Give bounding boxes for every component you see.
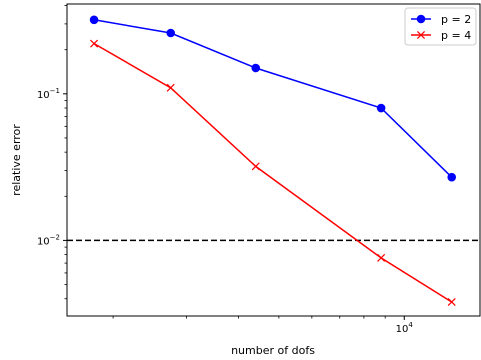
y-axis-label: relative error bbox=[10, 124, 23, 196]
legend-label: p = 4 bbox=[441, 29, 471, 42]
data-point bbox=[166, 83, 175, 92]
series-layer bbox=[89, 15, 457, 307]
data-point bbox=[89, 15, 99, 25]
x-tick-label: 104 bbox=[396, 321, 414, 335]
major-ticks: 104 10−1 10−2 bbox=[37, 87, 413, 335]
data-point bbox=[447, 172, 457, 182]
legend-marker bbox=[416, 30, 426, 40]
plot-frame bbox=[66, 3, 481, 317]
data-point bbox=[166, 28, 176, 38]
data-point bbox=[447, 297, 456, 307]
data-point bbox=[377, 253, 386, 262]
legend: p = 2 p = 4 bbox=[404, 7, 477, 46]
plot-area bbox=[67, 4, 480, 316]
series-2 bbox=[90, 39, 456, 307]
legend-label: p = 2 bbox=[441, 13, 471, 26]
data-point bbox=[251, 63, 261, 73]
marker-stroke bbox=[251, 162, 260, 171]
series-1 bbox=[89, 15, 457, 182]
marker-stroke bbox=[166, 83, 175, 92]
y-tick-label: 10−1 bbox=[37, 87, 60, 101]
data-point bbox=[376, 103, 386, 113]
y-tick-label: 10−2 bbox=[37, 233, 60, 247]
marker-stroke bbox=[377, 253, 386, 262]
data-point bbox=[251, 162, 260, 171]
data-point bbox=[90, 39, 99, 48]
marker-stroke bbox=[90, 39, 99, 48]
marker-stroke bbox=[416, 30, 426, 40]
legend-marker bbox=[416, 14, 426, 24]
marker-stroke bbox=[447, 297, 456, 307]
x-axis-label: number of dofs bbox=[231, 344, 315, 357]
